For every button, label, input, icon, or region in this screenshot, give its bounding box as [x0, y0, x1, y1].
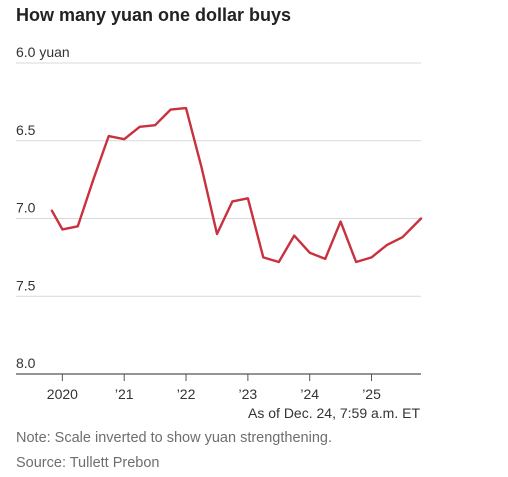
y-tick-label: 6.0 yuan	[16, 44, 70, 60]
x-tick-label: ’24	[300, 386, 319, 402]
x-axis-ticks: 2020 ’21 ’22 ’23 ’24 ’25	[47, 374, 381, 402]
x-tick-label: ’23	[239, 386, 258, 402]
y-tick-label: 7.5	[16, 277, 36, 293]
series-layer	[50, 106, 423, 264]
x-tick-label: ’22	[177, 386, 196, 402]
line-chart: 6.0 yuan 6.5 7.0 7.5 8.0 2020 ’21 ’22 ’23 ’24 ’25…	[16, 44, 423, 421]
as-of-annotation: As of Dec. 24, 7:59 a.m. ET	[248, 405, 420, 421]
series-line	[50, 106, 423, 264]
chart-note: Note: Scale inverted to show yuan streng…	[16, 430, 332, 446]
y-axis-ticks: 6.0 yuan 6.5 7.0 7.5 8.0	[16, 44, 70, 371]
gridlines	[16, 62, 421, 375]
x-tick-label: 2020	[47, 386, 78, 402]
x-tick-label: ’21	[115, 386, 134, 402]
chart-source: Source: Tullett Prebon	[16, 455, 160, 471]
y-tick-label: 6.5	[16, 122, 36, 138]
x-tick-label: ’25	[362, 386, 381, 402]
y-tick-label: 7.0	[16, 200, 36, 216]
y-tick-label: 8.0	[16, 355, 36, 371]
chart-title: How many yuan one dollar buys	[16, 5, 292, 25]
